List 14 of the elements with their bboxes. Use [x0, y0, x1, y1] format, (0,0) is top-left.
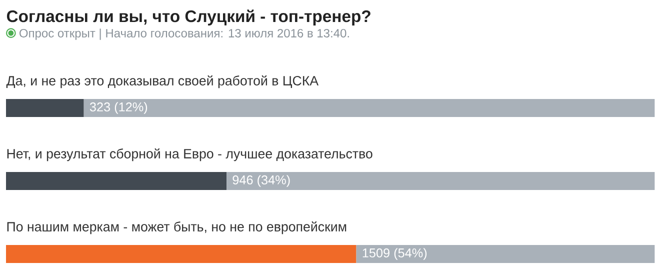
bar [6, 99, 84, 118]
y-tick-label: Да, и не раз это доказывал своей работой в ЦСКА [6, 75, 319, 88]
chart-title: Согласны ли вы, что Слуцкий - топ-тренер? [6, 10, 370, 26]
bar [226, 172, 655, 190]
bar [6, 245, 356, 263]
bar [6, 172, 227, 190]
y-tick-label: Нет, и результат сборной на Евро - лучшее доказательство [7, 148, 372, 162]
data-label: 323 (12%) [90, 102, 148, 114]
bar [84, 99, 655, 118]
chart-subtitle: Опрос открыт | Начало голосования: 13 июля 2016 в 13:40. [20, 28, 349, 40]
bar [356, 245, 655, 263]
data-label: 1509 (54%) [362, 248, 427, 260]
y-tick-label: По нашим меркам - может быть, но не по европейским [7, 221, 346, 234]
data-label: 946 (34%) [232, 175, 290, 187]
